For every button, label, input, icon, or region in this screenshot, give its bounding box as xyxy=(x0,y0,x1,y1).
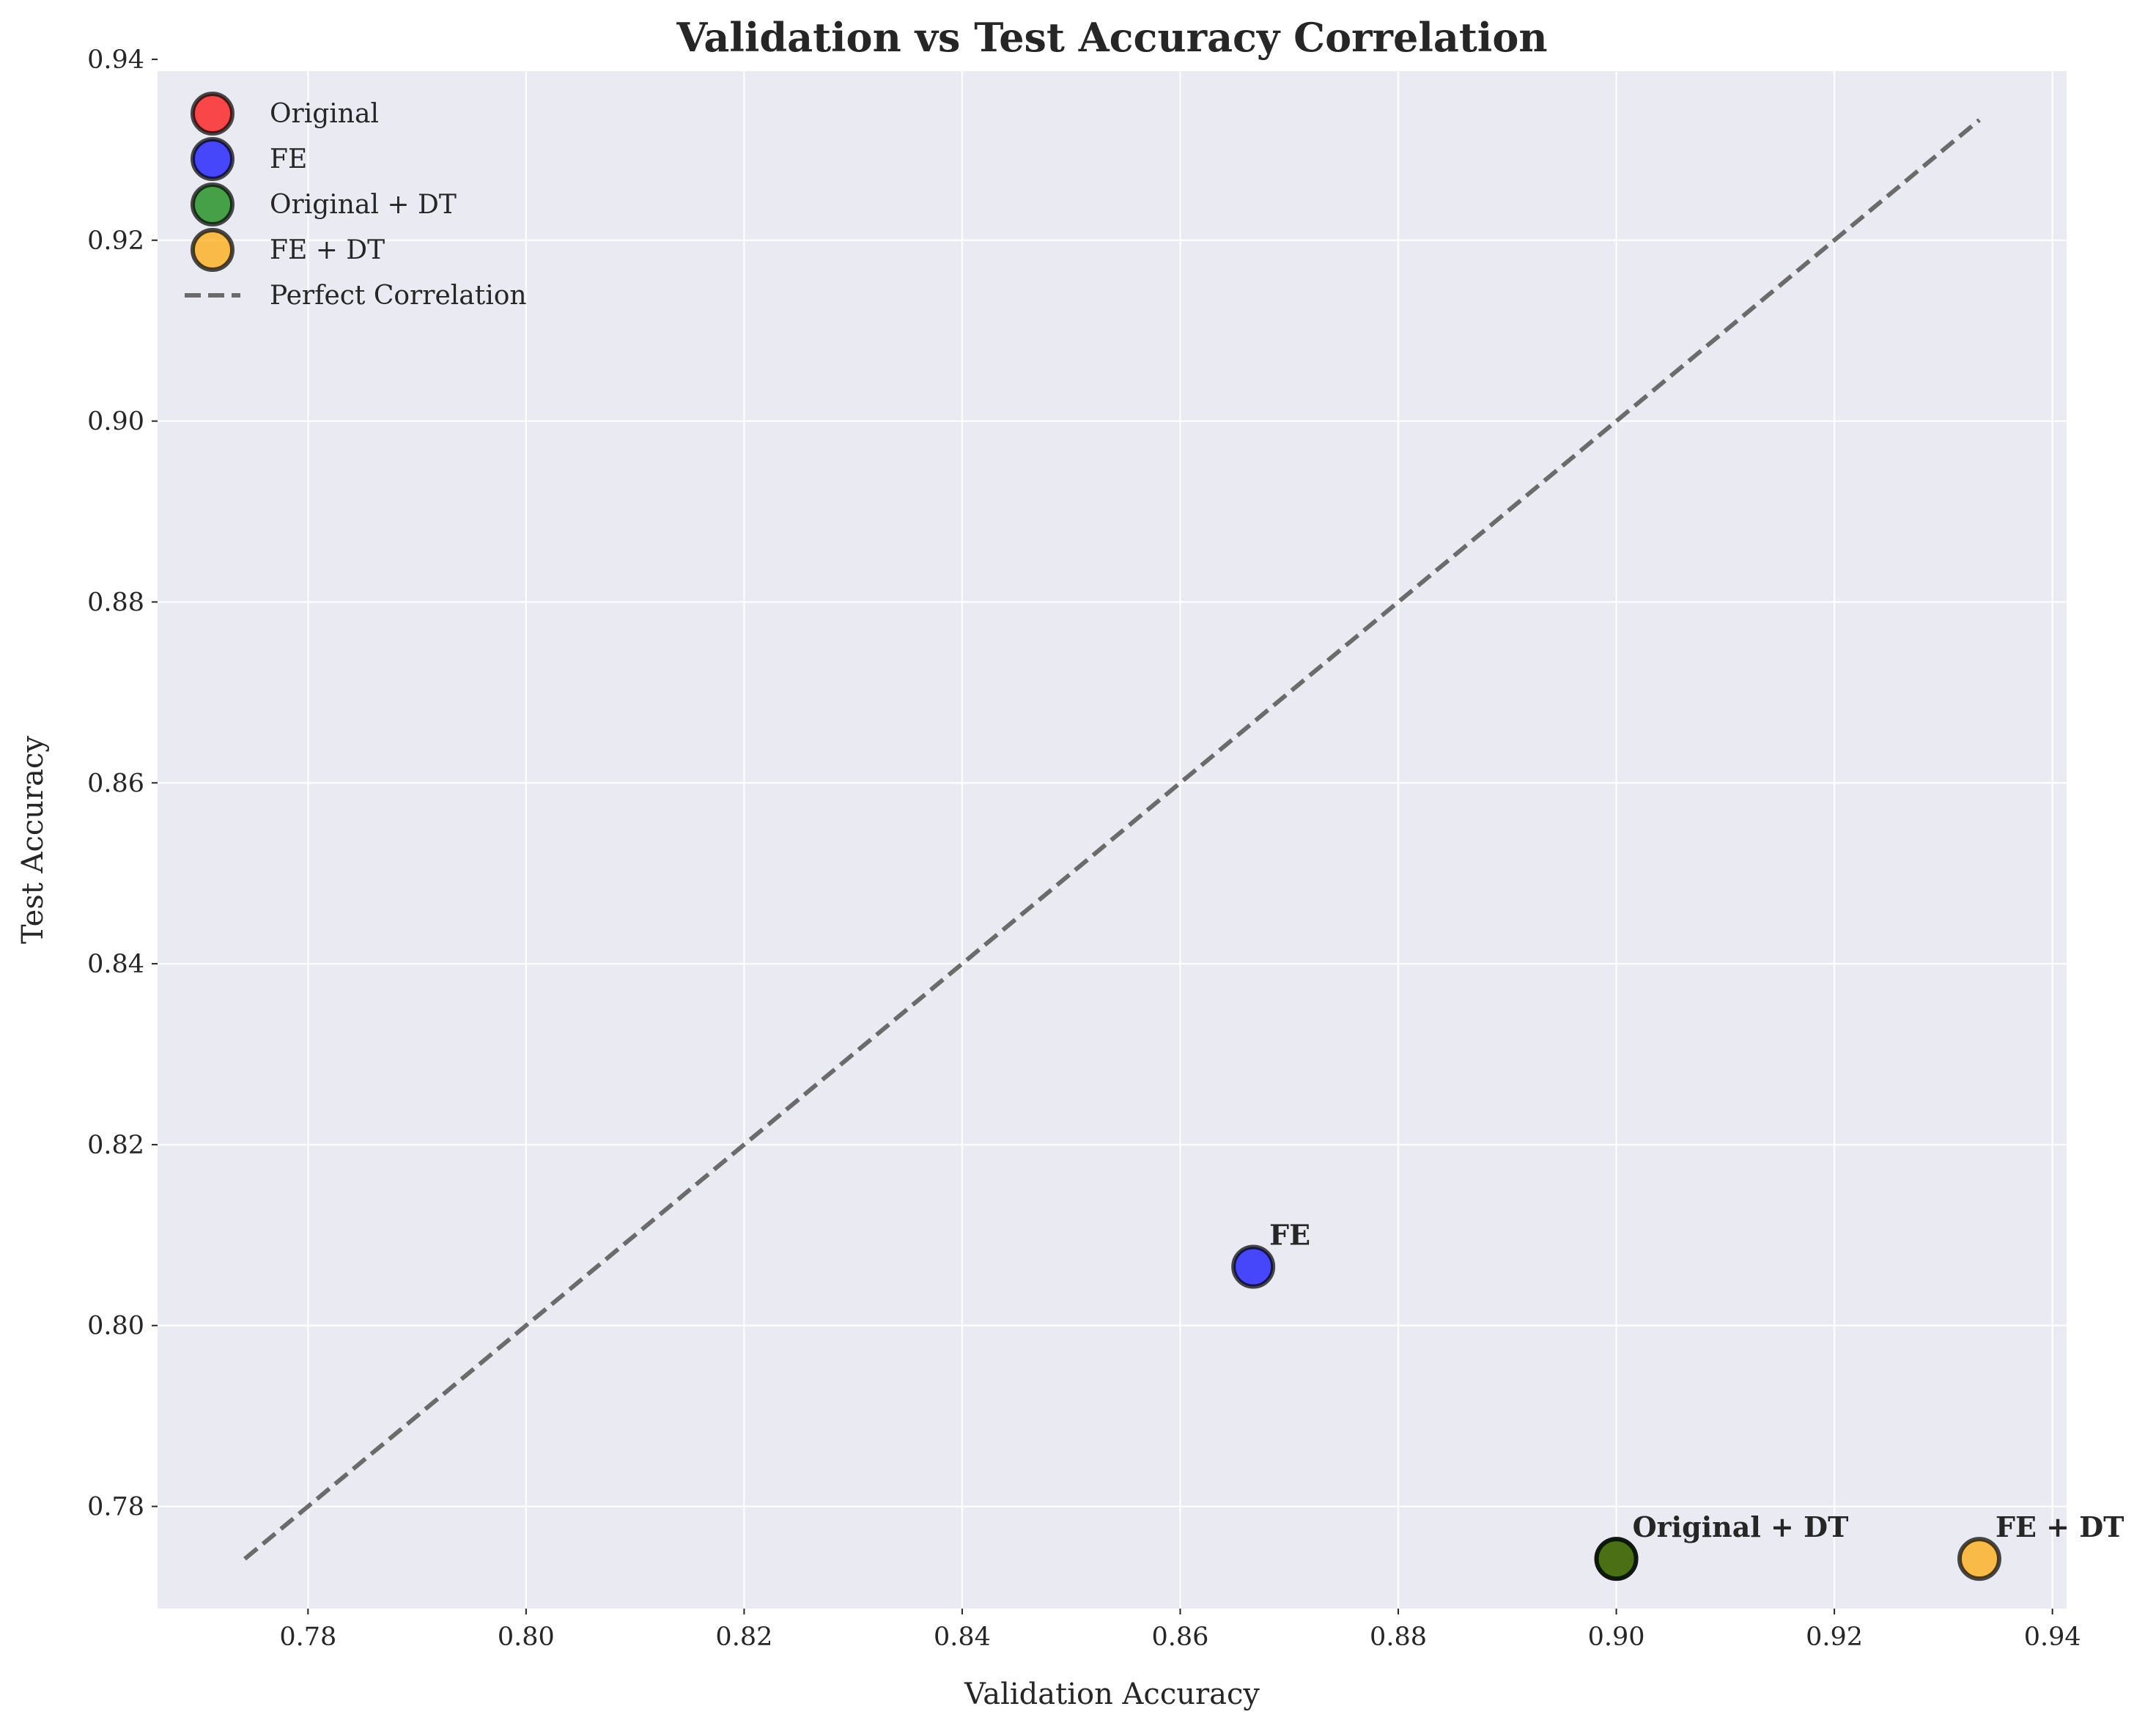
x-tick-label: 0.78 xyxy=(279,1623,336,1652)
y-axis-ticks: 0.78 0.80 0.82 0.84 0.86 0.88 0.90 0.92 0.94 xyxy=(87,45,158,1522)
y-tick-label: 0.82 xyxy=(87,1131,144,1160)
legend-marker xyxy=(191,92,235,136)
x-axis-ticks: 0.78 0.80 0.82 0.84 0.86 0.88 0.90 0.92 0.94 xyxy=(279,1609,2081,1652)
y-tick-label: 0.88 xyxy=(87,588,144,617)
data-point-fe-dt xyxy=(1957,1537,2001,1581)
legend-label: Perfect Correlation xyxy=(270,281,527,311)
point-label: FE xyxy=(1269,1219,1310,1252)
points-layer xyxy=(1231,1244,2001,1581)
y-tick-label: 0.84 xyxy=(87,950,144,979)
reference-line-layer xyxy=(243,118,1981,1561)
y-tick-label: 0.80 xyxy=(87,1312,144,1341)
y-tick-label: 0.90 xyxy=(87,407,144,437)
x-tick-label: 0.80 xyxy=(498,1623,555,1652)
y-tick-label: 0.86 xyxy=(87,769,144,798)
point-label: Original + DT xyxy=(1633,1510,1849,1543)
legend-label: Original xyxy=(270,99,379,129)
x-tick-label: 0.82 xyxy=(715,1623,772,1652)
legend-marker xyxy=(191,137,235,181)
perfect-correlation-line xyxy=(243,118,1981,1561)
data-point-original-dt xyxy=(1594,1537,1639,1581)
data-point-fe xyxy=(1231,1244,1276,1289)
y-tick-label: 0.78 xyxy=(87,1493,144,1522)
x-tick-label: 0.94 xyxy=(2024,1623,2081,1652)
legend-label: FE xyxy=(270,144,307,174)
x-tick-label: 0.92 xyxy=(1806,1623,1863,1652)
chart-title: Validation vs Test Accuracy Correlation xyxy=(676,14,1547,61)
point-label: FE + DT xyxy=(1996,1510,2124,1543)
legend-marker xyxy=(191,182,235,226)
y-tick-label: 0.92 xyxy=(87,226,144,256)
legend-label: Original + DT xyxy=(270,190,457,220)
legend-marker xyxy=(191,228,235,272)
x-tick-label: 0.90 xyxy=(1588,1623,1645,1652)
x-tick-label: 0.84 xyxy=(934,1623,991,1652)
x-tick-label: 0.86 xyxy=(1152,1623,1209,1652)
legend-label: FE + DT xyxy=(270,235,385,265)
x-tick-label: 0.88 xyxy=(1370,1623,1427,1652)
point-labels-layer: FE Original + DT FE + DT xyxy=(1269,1219,2124,1544)
grid xyxy=(158,58,2067,1609)
x-axis-label: Validation Accuracy xyxy=(964,1678,1260,1711)
y-axis-label: Test Accuracy xyxy=(16,736,50,944)
legend: Original FE Original + DT FE + DT Perfect Co… xyxy=(185,92,527,311)
y-tick-label: 0.94 xyxy=(87,45,144,75)
